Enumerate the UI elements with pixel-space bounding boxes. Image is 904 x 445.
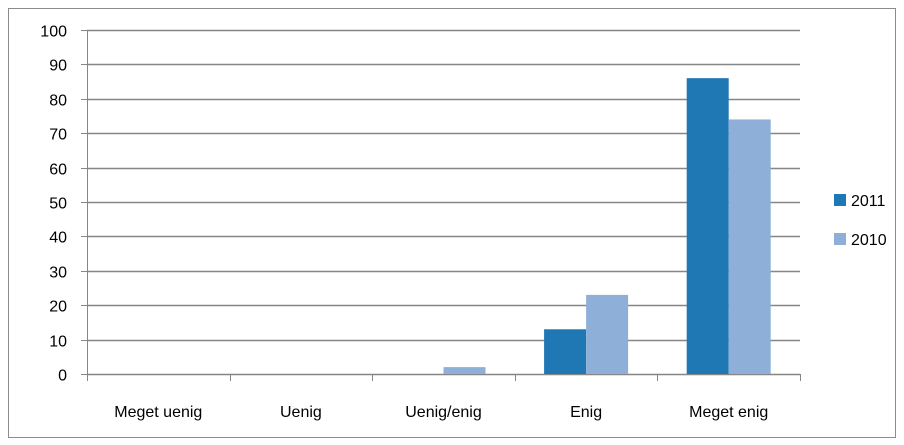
bar-2011-enig <box>544 329 587 374</box>
bar-2010-uenig-enig <box>443 367 486 374</box>
y-tick-label: 100 <box>40 24 67 41</box>
y-tick-label: 70 <box>49 127 67 144</box>
tick-labels: 0 10 20 30 40 50 60 70 80 90 100 Meget uenig Uenig Ue… <box>40 24 768 422</box>
x-tick-label: Meget uenig <box>114 404 202 421</box>
bar-2011-meget-enig <box>686 78 729 374</box>
bar-2010-meget-enig <box>728 119 771 374</box>
y-tick-label: 90 <box>49 58 67 75</box>
y-tick-label: 40 <box>49 230 67 247</box>
x-tick-label: Meget enig <box>689 404 768 421</box>
y-tick-label: 60 <box>49 162 67 179</box>
x-tick-label: Uenig/enig <box>405 404 482 421</box>
y-tick-label: 0 <box>58 368 67 385</box>
legend-label-2010: 2010 <box>851 232 887 249</box>
legend-label-2011: 2011 <box>851 193 886 210</box>
legend-swatch-2011 <box>834 194 846 206</box>
legend: 2011 2010 <box>834 193 887 249</box>
bars <box>443 78 771 374</box>
x-tick-label: Uenig <box>280 404 322 421</box>
y-tick-label: 10 <box>49 334 67 351</box>
y-tick-label: 50 <box>49 196 67 213</box>
x-tick-label: Enig <box>570 404 602 421</box>
legend-swatch-2010 <box>834 233 846 245</box>
axes <box>81 30 801 381</box>
bar-2010-enig <box>586 294 629 374</box>
y-tick-label: 30 <box>49 265 67 282</box>
y-tick-label: 20 <box>49 299 67 316</box>
gridlines <box>87 29 800 342</box>
y-tick-label: 80 <box>49 93 67 110</box>
